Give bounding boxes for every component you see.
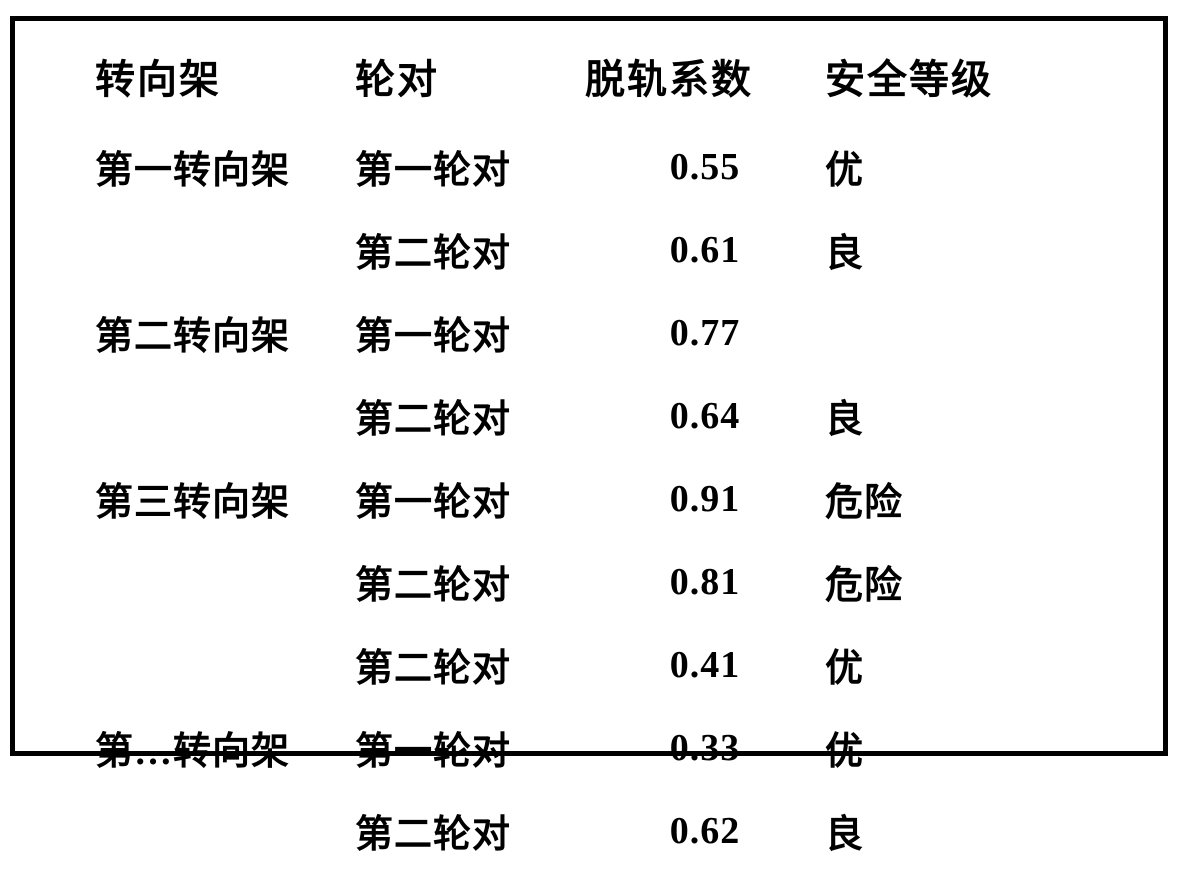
table-row: 第三转向架 第一轮对 0.91 危险 — [15, 457, 1165, 540]
cell-level: 优 — [825, 623, 1075, 706]
table-row: 第二轮对 0.61 良 — [15, 208, 1165, 291]
col-header-level: 安全等级 — [825, 21, 1075, 125]
table-row: 第一转向架 第一轮对 0.55 优 — [15, 125, 1165, 208]
table-row: 第…转向架 第一轮对 0.33 优 — [15, 706, 1165, 789]
cell-level — [825, 291, 1075, 374]
cell-bogie — [95, 208, 355, 291]
cell-bogie: 第二转向架 — [95, 291, 355, 374]
cell-bogie: 第…转向架 — [95, 706, 355, 789]
cell-bogie — [95, 374, 355, 457]
cell-level: 良 — [825, 374, 1075, 457]
cell-level: 良 — [825, 789, 1075, 872]
cell-level: 优 — [825, 125, 1075, 208]
cell-wheel: 第二轮对 — [355, 374, 585, 457]
table-row: 第二轮对 0.62 良 — [15, 789, 1165, 872]
table-row: 第二转向架 第一轮对 0.77 — [15, 291, 1165, 374]
cell-wheel: 第一轮对 — [355, 291, 585, 374]
cell-coef: 0.55 — [585, 125, 825, 208]
cell-coef: 0.41 — [585, 623, 825, 706]
table-row: 第二轮对 0.81 危险 — [15, 540, 1165, 623]
table-row: 第二轮对 0.41 优 — [15, 623, 1165, 706]
cell-level: 危险 — [825, 457, 1075, 540]
cell-coef: 0.81 — [585, 540, 825, 623]
cell-wheel: 第二轮对 — [355, 789, 585, 872]
cell-wheel: 第二轮对 — [355, 623, 585, 706]
table-row: 第二轮对 0.64 良 — [15, 374, 1165, 457]
cell-wheel: 第一轮对 — [355, 125, 585, 208]
col-header-wheel: 轮对 — [355, 21, 585, 125]
cell-bogie: 第三转向架 — [95, 457, 355, 540]
col-header-bogie: 转向架 — [95, 21, 355, 125]
col-header-coef: 脱轨系数 — [585, 21, 825, 125]
cell-coef: 0.64 — [585, 374, 825, 457]
cell-level: 优 — [825, 706, 1075, 789]
cell-wheel: 第二轮对 — [355, 208, 585, 291]
cell-bogie — [95, 789, 355, 872]
cell-wheel: 第一轮对 — [355, 457, 585, 540]
table-header-row: 转向架 轮对 脱轨系数 安全等级 — [15, 21, 1165, 125]
cell-coef: 0.91 — [585, 457, 825, 540]
cell-bogie — [95, 540, 355, 623]
cell-bogie — [95, 623, 355, 706]
cell-level: 危险 — [825, 540, 1075, 623]
table-frame: 转向架 轮对 脱轨系数 安全等级 第一转向架 第一轮对 0.55 优 第二轮对 … — [10, 16, 1168, 756]
cell-coef: 0.62 — [585, 789, 825, 872]
cell-bogie: 第一转向架 — [95, 125, 355, 208]
cell-coef: 0.33 — [585, 706, 825, 789]
cell-wheel: 第一轮对 — [355, 706, 585, 789]
cell-level: 良 — [825, 208, 1075, 291]
derailment-table: 转向架 轮对 脱轨系数 安全等级 第一转向架 第一轮对 0.55 优 第二轮对 … — [15, 21, 1165, 872]
cell-coef: 0.77 — [585, 291, 825, 374]
cell-wheel: 第二轮对 — [355, 540, 585, 623]
cell-coef: 0.61 — [585, 208, 825, 291]
